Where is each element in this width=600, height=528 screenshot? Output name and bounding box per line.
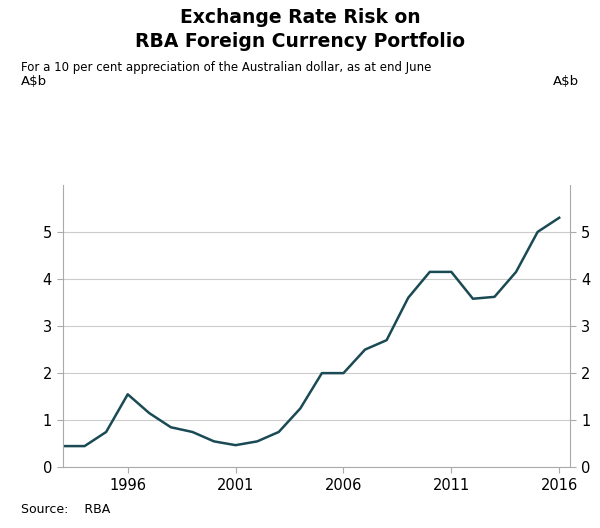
- Text: A$b: A$b: [21, 75, 47, 88]
- Text: For a 10 per cent appreciation of the Australian dollar, as at end June: For a 10 per cent appreciation of the Au…: [21, 61, 431, 74]
- Text: A$b: A$b: [553, 75, 579, 88]
- Text: RBA Foreign Currency Portfolio: RBA Foreign Currency Portfolio: [135, 32, 465, 51]
- Text: Source:    RBA: Source: RBA: [21, 503, 110, 516]
- Text: Exchange Rate Risk on: Exchange Rate Risk on: [179, 8, 421, 27]
